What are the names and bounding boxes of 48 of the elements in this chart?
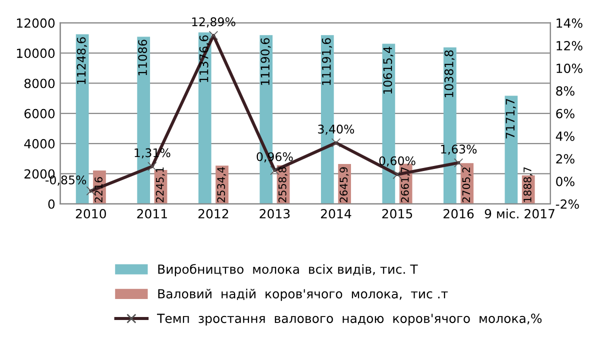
data-label: 2661,7 [400, 167, 410, 202]
data-label: 11191,6 [322, 38, 332, 85]
data-label: 0,60% [379, 156, 416, 166]
data-label: 3,40% [318, 124, 354, 135]
data-label: 2534,4 [217, 167, 226, 202]
data-label: 11248,6 [76, 37, 87, 84]
y2-tick-label: -2% [556, 199, 579, 209]
x-tick-label: 2012 [198, 208, 228, 218]
y-tick-label: 10000 [17, 48, 55, 58]
x-tick-label: 2010 [76, 208, 106, 218]
data-label: 11190,6 [260, 38, 271, 85]
legend-label: Виробництво молока всіх видів, тис. Т [158, 264, 418, 276]
y2-tick-label: 4% [556, 131, 574, 141]
data-label: 2705,2 [462, 168, 472, 202]
bar [198, 32, 212, 204]
bar [504, 96, 518, 204]
data-label: 1,63% [441, 144, 477, 155]
y2-tick-label: 12% [556, 41, 582, 50]
x-tick-label: 2016 [444, 208, 474, 218]
y-tick-label: 12000 [17, 18, 55, 28]
x-tick-label: 9 міс. 2017 [484, 208, 554, 218]
y-tick-label: 6000 [24, 108, 55, 118]
data-label: 2558,8 [278, 167, 288, 202]
y2-tick-label: 0% [556, 176, 574, 186]
y2-tick-label: 2% [556, 154, 574, 164]
data-label: 11086 [138, 40, 148, 76]
legend-label: Темп зростання валового надою коров'ячого молока,% [157, 314, 542, 326]
y-tick-label: 4000 [24, 139, 55, 148]
x-tick-label: 2011 [137, 208, 167, 218]
y-tick-label: 8000 [24, 78, 55, 88]
legend-label: Валовий надій коров'ячого молока, тис .т [158, 288, 448, 301]
data-label: 2645,9 [340, 167, 349, 202]
data-label: 1888,7 [524, 167, 532, 202]
x-tick-label: 2015 [382, 208, 412, 218]
y-tick-label: 0 [48, 199, 55, 209]
data-label: 12,89% [192, 17, 236, 28]
data-label: 2216 [94, 177, 103, 202]
x-tick-label: 2014 [320, 208, 352, 218]
data-label: 10381,8 [444, 50, 455, 98]
data-label: 7171,7 [506, 99, 516, 138]
y2-tick-label: 6% [556, 108, 574, 118]
y2-tick-label: 8% [556, 86, 574, 96]
x-tick-label: 2013 [260, 208, 290, 218]
data-label: 11376,6 [199, 35, 210, 82]
data-label: 2245,1 [156, 167, 165, 202]
y2-tick-label: 14% [556, 18, 582, 28]
y2-tick-label: 10% [556, 64, 582, 74]
data-label: 10615,4 [383, 46, 394, 94]
